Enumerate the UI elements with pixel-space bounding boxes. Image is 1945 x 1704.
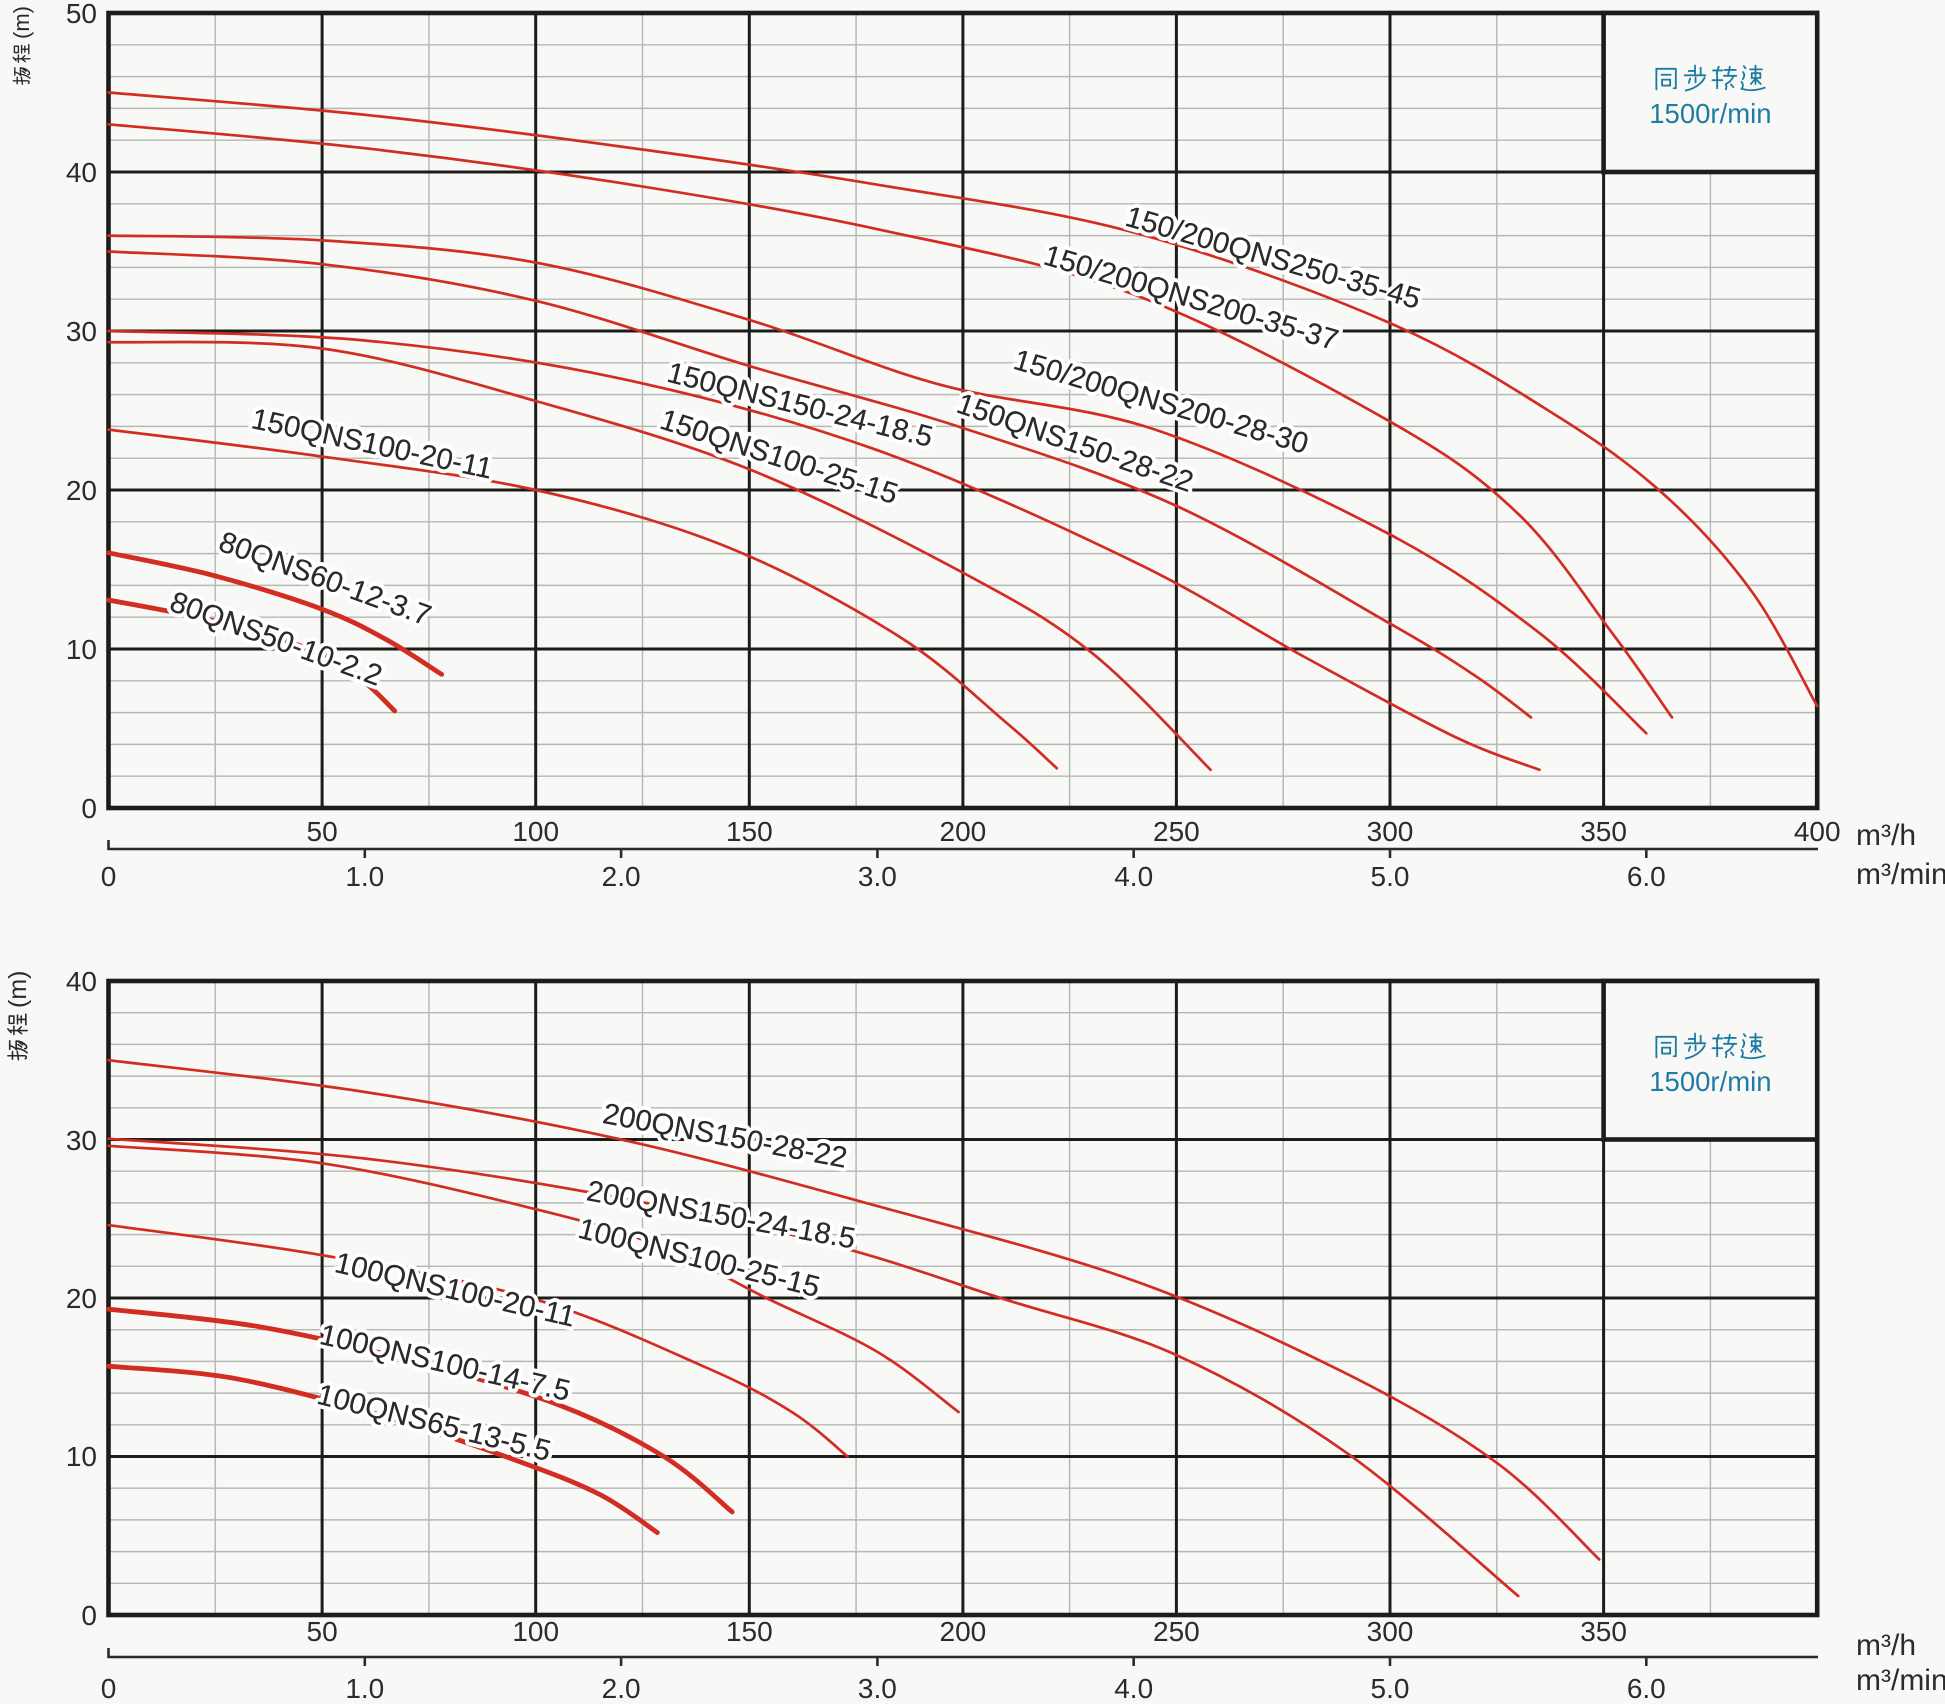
svg-text:4.0: 4.0 xyxy=(1114,1673,1153,1704)
svg-text:20: 20 xyxy=(66,475,97,506)
svg-text:m³/min: m³/min xyxy=(1856,1664,1945,1697)
svg-text:1500r/min: 1500r/min xyxy=(1649,98,1771,129)
svg-text:(m): (m) xyxy=(9,6,34,39)
svg-text:0: 0 xyxy=(81,1600,97,1631)
svg-text:1500r/min: 1500r/min xyxy=(1649,1066,1771,1097)
svg-text:0: 0 xyxy=(101,1673,117,1704)
svg-text:30: 30 xyxy=(66,1125,97,1156)
svg-text:400: 400 xyxy=(1794,816,1841,847)
svg-text:50: 50 xyxy=(307,1616,338,1647)
svg-text:350: 350 xyxy=(1580,816,1627,847)
svg-text:300: 300 xyxy=(1367,1616,1414,1647)
svg-text:250: 250 xyxy=(1153,1616,1200,1647)
svg-text:100: 100 xyxy=(512,816,559,847)
svg-text:3.0: 3.0 xyxy=(858,1673,897,1704)
svg-text:0: 0 xyxy=(81,793,97,824)
svg-text:3.0: 3.0 xyxy=(858,861,897,892)
svg-text:300: 300 xyxy=(1367,816,1414,847)
svg-text:5.0: 5.0 xyxy=(1371,861,1410,892)
svg-text:200: 200 xyxy=(940,1616,987,1647)
svg-text:40: 40 xyxy=(66,157,97,188)
svg-text:40: 40 xyxy=(66,966,97,997)
svg-text:250: 250 xyxy=(1153,816,1200,847)
svg-text:1.0: 1.0 xyxy=(345,1673,384,1704)
svg-text:50: 50 xyxy=(307,816,338,847)
svg-text:4.0: 4.0 xyxy=(1114,861,1153,892)
svg-text:m³/h: m³/h xyxy=(1856,1629,1916,1662)
svg-text:350: 350 xyxy=(1580,1616,1627,1647)
svg-text:150: 150 xyxy=(726,816,773,847)
svg-text:2.0: 2.0 xyxy=(602,1673,641,1704)
svg-text:6.0: 6.0 xyxy=(1627,861,1666,892)
svg-text:20: 20 xyxy=(66,1283,97,1314)
svg-text:150: 150 xyxy=(726,1616,773,1647)
svg-text:(m): (m) xyxy=(4,971,32,1008)
svg-text:1.0: 1.0 xyxy=(345,861,384,892)
svg-text:0: 0 xyxy=(101,861,117,892)
svg-text:10: 10 xyxy=(66,634,97,665)
svg-text:m³/min: m³/min xyxy=(1856,858,1945,891)
svg-text:2.0: 2.0 xyxy=(602,861,641,892)
svg-text:200: 200 xyxy=(940,816,987,847)
svg-text:50: 50 xyxy=(66,0,97,29)
svg-text:5.0: 5.0 xyxy=(1371,1673,1410,1704)
svg-text:10: 10 xyxy=(66,1441,97,1472)
svg-text:100: 100 xyxy=(512,1616,559,1647)
svg-text:6.0: 6.0 xyxy=(1627,1673,1666,1704)
svg-text:30: 30 xyxy=(66,316,97,347)
svg-text:m³/h: m³/h xyxy=(1856,819,1916,852)
